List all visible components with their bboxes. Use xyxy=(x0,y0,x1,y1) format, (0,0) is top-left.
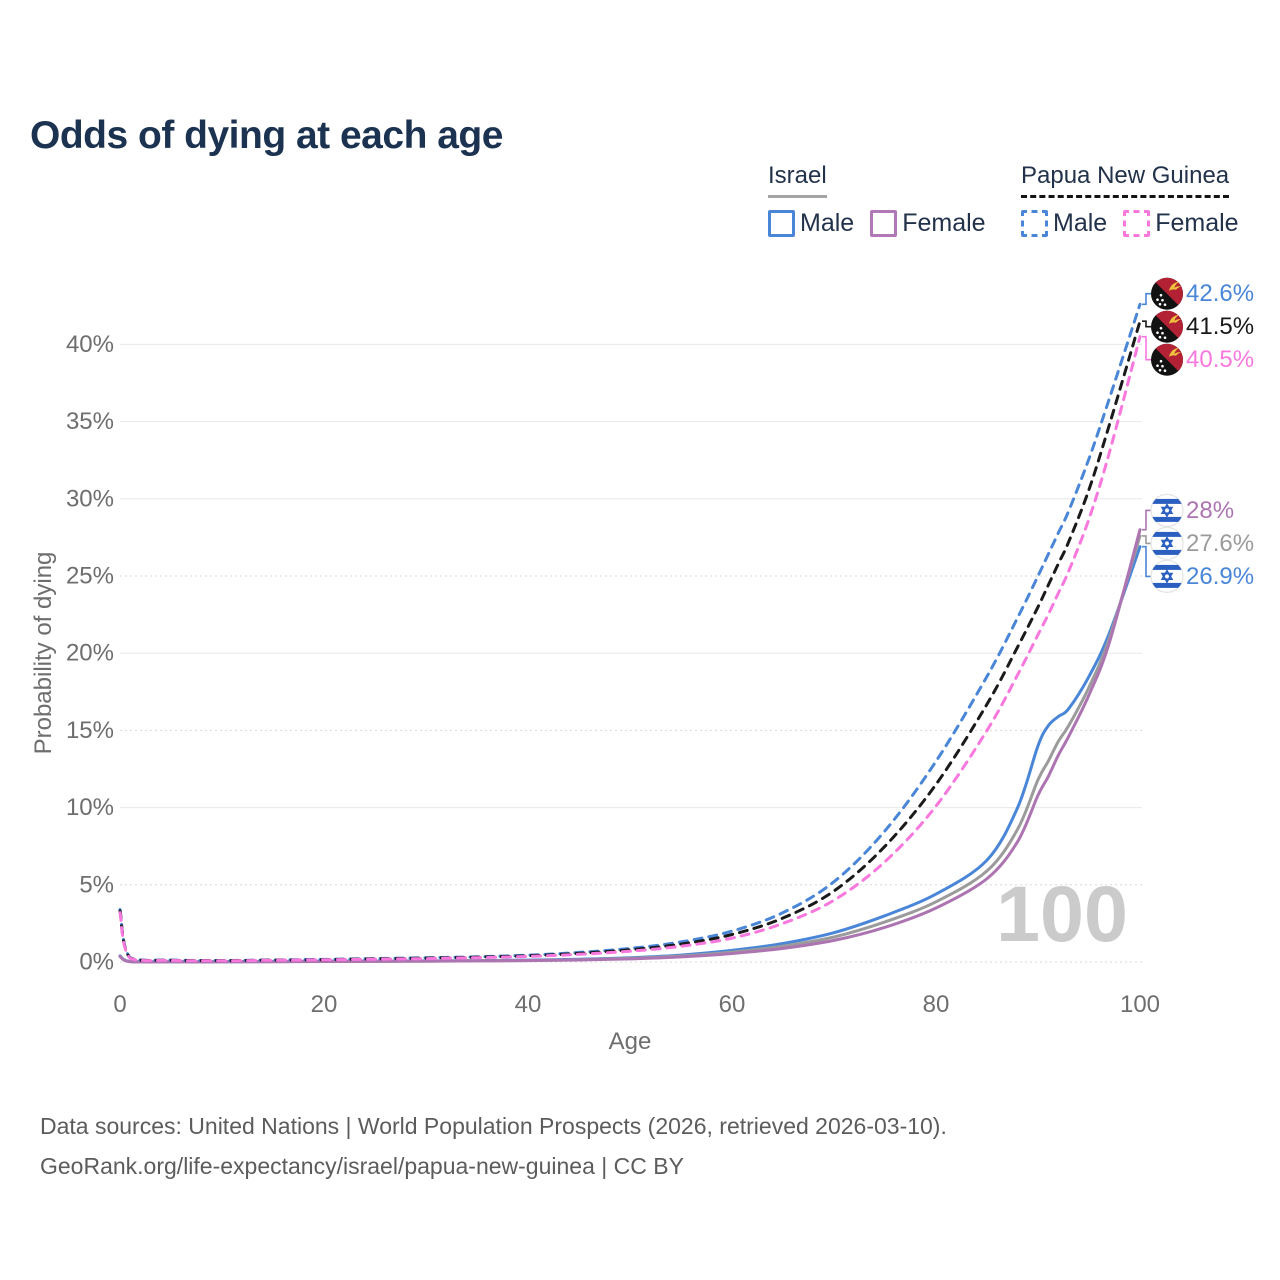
series-line-png-combined xyxy=(118,319,1142,963)
y-tick-label: 10% xyxy=(66,794,114,821)
y-tick-label: 15% xyxy=(66,717,114,744)
png-flag-icon xyxy=(1151,310,1183,343)
footer-data-sources: Data sources: United Nations | World Pop… xyxy=(40,1113,947,1139)
y-tick-label: 20% xyxy=(66,640,114,667)
end-label-connector-israel-male xyxy=(1142,545,1151,578)
israel-flag-icon xyxy=(1150,493,1184,527)
end-label-connector-png-female xyxy=(1142,335,1151,361)
footer: Data sources: United Nations | World Pop… xyxy=(40,1106,947,1186)
x-tick-label: 100 xyxy=(1120,991,1160,1018)
legend-group-png-title: Papua New Guinea xyxy=(1021,162,1230,198)
y-axis-title: Probability of dying xyxy=(30,551,57,755)
end-label-connector-israel-combined xyxy=(1142,535,1151,545)
end-label-png-combined: 41.5% xyxy=(1186,313,1254,340)
png-flag-icon xyxy=(1151,343,1183,376)
watermark-age: 100 xyxy=(996,869,1128,958)
png-male-swatch-icon xyxy=(1021,210,1048,237)
legend-item-label: Male xyxy=(800,209,855,237)
end-label-png-female: 40.5% xyxy=(1186,346,1254,373)
legend-item-label: Female xyxy=(1155,209,1239,237)
x-tick-label: 60 xyxy=(719,991,746,1018)
y-tick-label: 25% xyxy=(66,563,114,590)
israel-flag-icon xyxy=(1150,559,1184,594)
legend-item-label: Male xyxy=(1053,209,1108,237)
end-label-connector-png-combined xyxy=(1142,320,1151,328)
israel-female-swatch-icon xyxy=(870,210,898,237)
x-tick-label: 80 xyxy=(923,991,950,1018)
legend-item-label: Female xyxy=(902,209,986,237)
y-tick-label: 40% xyxy=(66,331,114,358)
end-label-israel-combined: 27.6% xyxy=(1186,530,1254,557)
end-label-png-male: 42.6% xyxy=(1186,280,1254,307)
footer-attribution: GeoRank.org/life-expectancy/israel/papua… xyxy=(40,1153,684,1179)
legend-items-israel: Male Female xyxy=(768,209,986,238)
png-female-swatch-icon xyxy=(1123,210,1151,237)
legend-group-png: Papua New Guinea Male Female xyxy=(1021,162,1239,238)
end-label-connector-png-male xyxy=(1142,292,1151,306)
x-tick-label: 40 xyxy=(515,991,542,1018)
end-label-israel-male: 26.9% xyxy=(1186,563,1254,590)
legend-items-png: Male Female xyxy=(1021,209,1239,238)
end-label-israel-female: 28% xyxy=(1186,497,1234,524)
x-tick-label: 0 xyxy=(113,991,126,1018)
legend-item-png-male[interactable]: Male xyxy=(1021,209,1107,238)
series-line-israel-combined xyxy=(118,534,1142,964)
series-line-png-female xyxy=(118,335,1142,963)
legend-item-israel-male[interactable]: Male xyxy=(768,209,854,238)
series-line-israel-male xyxy=(118,545,1142,964)
legend-item-png-female[interactable]: Female xyxy=(1123,209,1239,238)
legend-item-israel-female[interactable]: Female xyxy=(870,209,986,238)
legend-group-israel: Israel Male Female xyxy=(768,162,986,238)
page-title: Odds of dying at each age xyxy=(30,114,503,158)
png-flag-icon xyxy=(1151,277,1183,310)
israel-flag-icon xyxy=(1150,526,1184,561)
y-tick-label: 0% xyxy=(79,949,114,976)
end-label-connector-israel-female xyxy=(1142,509,1151,531)
x-tick-label: 20 xyxy=(311,991,338,1018)
legend-group-israel-title: Israel xyxy=(768,162,827,198)
series-line-israel-female xyxy=(118,528,1142,964)
x-axis-title: Age xyxy=(608,1028,652,1055)
y-tick-label: 30% xyxy=(66,485,114,512)
y-tick-label: 35% xyxy=(66,408,114,435)
y-tick-label: 5% xyxy=(79,871,114,898)
israel-male-swatch-icon xyxy=(768,210,795,237)
